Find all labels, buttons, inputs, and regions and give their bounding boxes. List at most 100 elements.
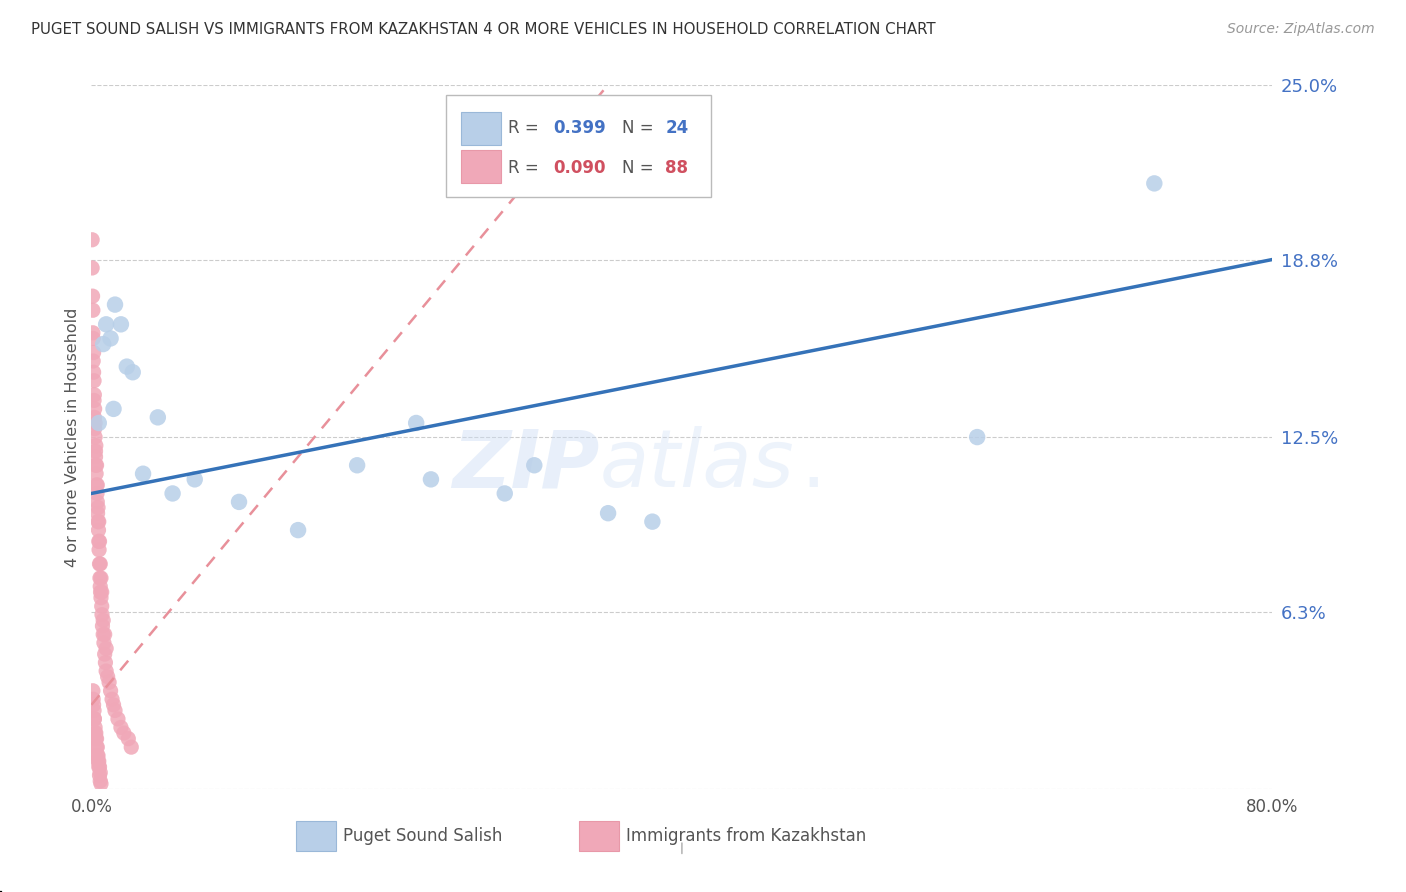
Text: atlas: atlas — [599, 426, 794, 504]
Point — [287, 523, 309, 537]
Point — [84, 467, 107, 481]
Point — [83, 365, 105, 379]
Point — [83, 410, 105, 425]
Text: 24: 24 — [665, 120, 689, 137]
Point — [87, 760, 110, 774]
Point — [87, 515, 110, 529]
Point — [110, 318, 132, 332]
Point — [82, 692, 104, 706]
Point — [83, 698, 105, 712]
Point — [89, 534, 111, 549]
Point — [84, 450, 107, 464]
Point — [89, 557, 111, 571]
Point — [96, 318, 118, 332]
Point — [89, 768, 111, 782]
Point — [91, 337, 114, 351]
Point — [87, 542, 110, 557]
Point — [1143, 177, 1166, 191]
Point — [98, 675, 121, 690]
Point — [89, 571, 111, 585]
Point — [82, 683, 104, 698]
Point — [90, 599, 112, 614]
Point — [90, 585, 112, 599]
Point — [100, 683, 122, 698]
Point — [83, 345, 105, 359]
Point — [87, 416, 110, 430]
Point — [86, 506, 108, 520]
Point — [494, 486, 516, 500]
Point — [346, 458, 368, 473]
Point — [115, 359, 138, 374]
Text: Puget Sound Salish: Puget Sound Salish — [343, 827, 502, 845]
Y-axis label: 4 or more Vehicles in Household: 4 or more Vehicles in Household — [65, 308, 80, 566]
Point — [96, 641, 118, 656]
Text: 0.090: 0.090 — [553, 159, 606, 177]
Point — [86, 486, 108, 500]
Point — [91, 613, 114, 627]
Point — [117, 731, 139, 746]
Text: PUGET SOUND SALISH VS IMMIGRANTS FROM KAZAKHSTAN 4 OR MORE VEHICLES IN HOUSEHOLD: PUGET SOUND SALISH VS IMMIGRANTS FROM KA… — [31, 22, 935, 37]
Point — [83, 388, 105, 402]
Point — [228, 495, 250, 509]
Point — [86, 740, 108, 755]
Point — [419, 472, 441, 486]
Text: 88: 88 — [665, 159, 689, 177]
Point — [82, 354, 104, 368]
Point — [87, 534, 110, 549]
Point — [86, 740, 108, 755]
Text: .: . — [800, 426, 825, 504]
Point — [89, 774, 111, 789]
Point — [146, 410, 169, 425]
Point — [97, 670, 120, 684]
Point — [86, 478, 108, 492]
Text: R =: R = — [509, 159, 544, 177]
Point — [82, 289, 104, 303]
Point — [83, 704, 105, 718]
Text: N =: N = — [621, 159, 658, 177]
Text: Immigrants from Kazakhstan: Immigrants from Kazakhstan — [627, 827, 866, 845]
Text: R =: R = — [509, 120, 544, 137]
Point — [82, 233, 104, 247]
Point — [82, 260, 104, 275]
Point — [83, 712, 105, 726]
Point — [107, 712, 129, 726]
Point — [90, 571, 112, 585]
Point — [84, 430, 107, 444]
Point — [183, 472, 207, 486]
Point — [84, 438, 107, 452]
Point — [598, 506, 620, 520]
Point — [84, 726, 107, 740]
Point — [89, 765, 111, 780]
Point — [121, 365, 143, 379]
Point — [83, 393, 105, 408]
Point — [87, 515, 110, 529]
Point — [86, 478, 108, 492]
Point — [84, 720, 107, 734]
Point — [87, 523, 110, 537]
Point — [84, 458, 107, 473]
Point — [86, 495, 108, 509]
FancyBboxPatch shape — [461, 150, 501, 183]
Point — [966, 430, 988, 444]
Point — [87, 500, 110, 515]
Point — [84, 416, 107, 430]
Point — [89, 557, 111, 571]
Point — [90, 585, 112, 599]
Point — [104, 297, 127, 311]
Point — [405, 416, 427, 430]
Text: Source: ZipAtlas.com: Source: ZipAtlas.com — [1227, 22, 1375, 37]
Point — [83, 374, 105, 388]
Point — [82, 331, 104, 345]
FancyBboxPatch shape — [461, 112, 501, 145]
Point — [93, 647, 115, 661]
Point — [104, 704, 127, 718]
Point — [523, 458, 546, 473]
Point — [83, 401, 105, 416]
Point — [84, 444, 107, 458]
Point — [86, 731, 108, 746]
Point — [91, 607, 114, 622]
Point — [91, 627, 114, 641]
Point — [100, 331, 122, 345]
Point — [162, 486, 184, 500]
Point — [96, 664, 118, 678]
